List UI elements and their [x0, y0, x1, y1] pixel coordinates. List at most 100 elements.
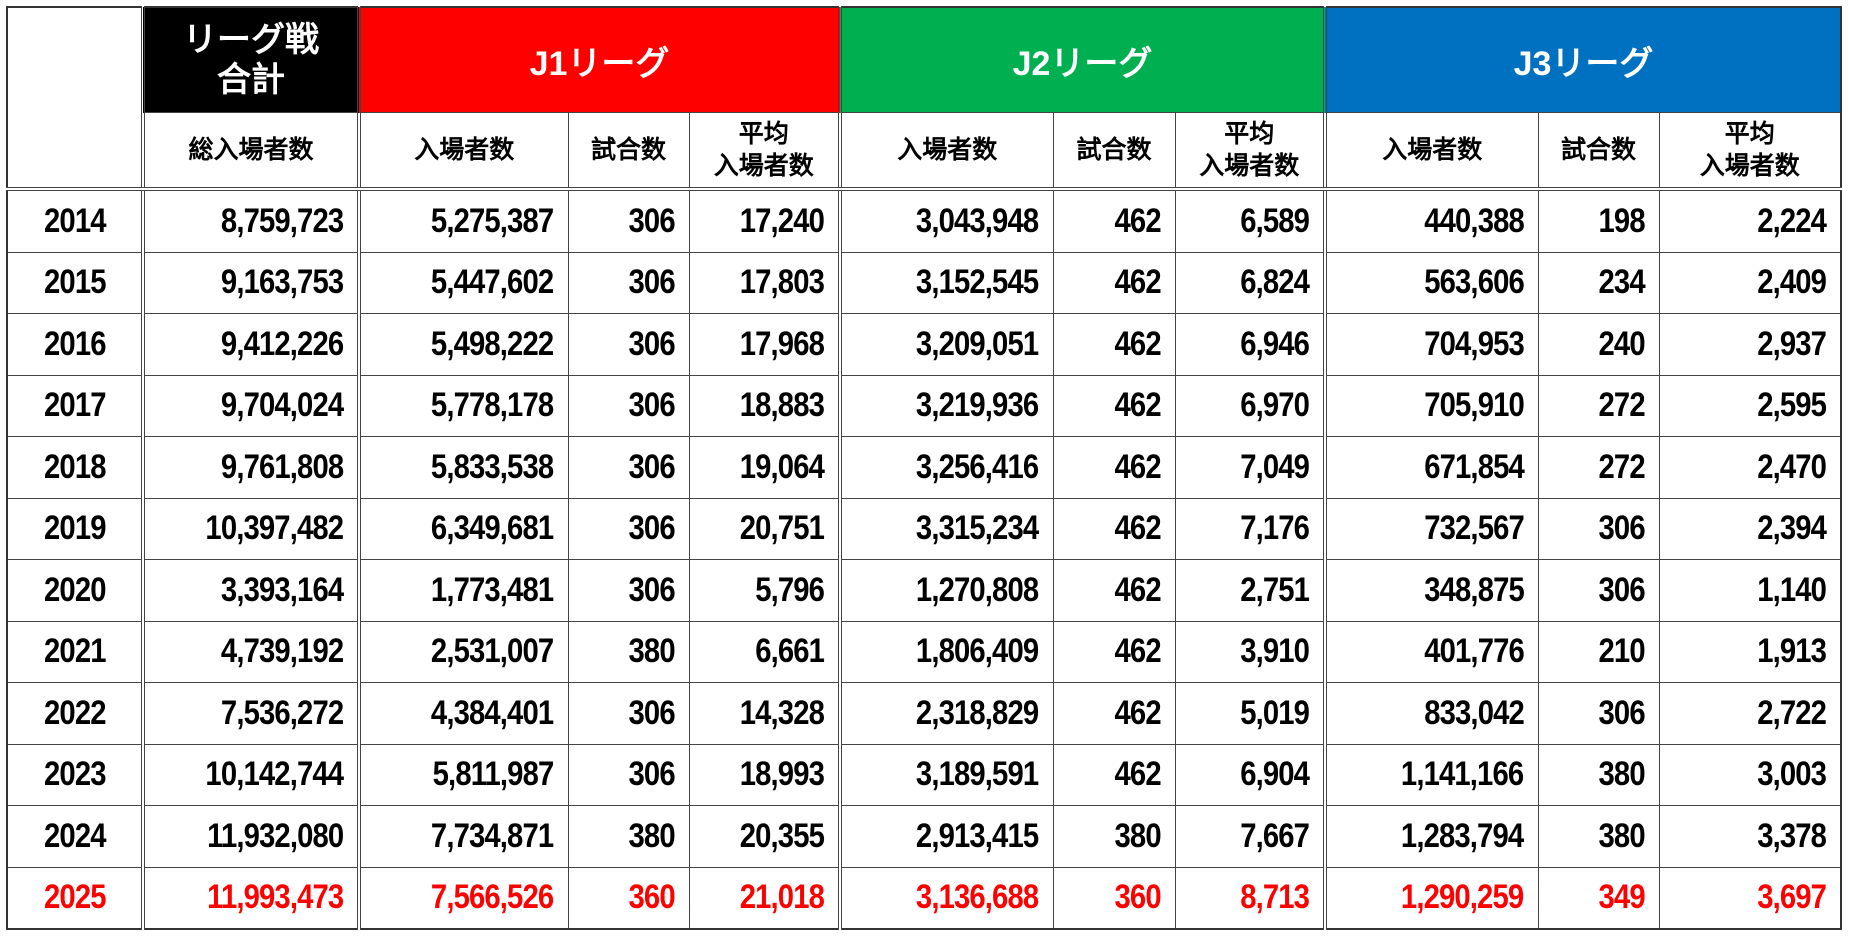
average-label-line2: 入場者数 — [1199, 152, 1300, 180]
j3-average-cell-value: 2,394 — [1757, 509, 1827, 548]
j2-matches-cell-value: 462 — [1114, 263, 1161, 302]
j1-matches-cell-value: 306 — [628, 509, 675, 548]
j3-average-cell-value: 3,378 — [1757, 816, 1827, 855]
j1-attendance-header: 入場者数 — [357, 112, 569, 191]
j3-attendance-cell: 671,854 — [1323, 436, 1539, 499]
j1-matches-cell-value: 306 — [628, 324, 675, 363]
j3-average-cell-value: 3,003 — [1757, 755, 1827, 794]
j1-attendance-cell-value: 4,384,401 — [431, 693, 554, 732]
total-attendance-cell-value: 8,759,723 — [220, 201, 344, 240]
j3-attendance-cell-value: 348,875 — [1423, 570, 1525, 609]
j2-matches-cell-value: 360 — [1114, 878, 1161, 917]
j2-average-cell: 2,751 — [1174, 559, 1326, 622]
j2-matches-cell: 462 — [1052, 620, 1176, 683]
j1-matches-cell-value: 306 — [628, 386, 675, 425]
year-cell-value: 2017 — [43, 386, 106, 425]
attendance-label: 入場者数 — [897, 136, 998, 164]
j3-attendance-cell: 833,042 — [1323, 682, 1539, 745]
j2-average-cell-value: 7,667 — [1240, 816, 1310, 855]
table-row: 2017 9,704,024 5,778,178 306 18,883 3,219,936… — [6, 374, 1842, 437]
j2-matches-cell: 462 — [1052, 682, 1176, 745]
j2-average-cell-value: 2,751 — [1240, 570, 1310, 609]
j3-matches-header: 試合数 — [1537, 112, 1660, 191]
j3-average-cell: 3,378 — [1658, 805, 1842, 868]
j1-matches-cell-value: 360 — [628, 878, 675, 917]
j2-matches-cell: 380 — [1052, 805, 1176, 868]
total-attendance-cell-value: 10,142,744 — [205, 755, 344, 794]
j3-average-cell-value: 2,937 — [1757, 324, 1827, 363]
year-cell: 2025 — [6, 866, 144, 930]
j3-matches-cell-value: 272 — [1598, 386, 1645, 425]
j2-matches-cell-value: 462 — [1114, 755, 1161, 794]
j3-attendance-header: 入場者数 — [1323, 112, 1539, 191]
j1-attendance-cell: 5,833,538 — [357, 436, 569, 499]
year-cell: 2017 — [6, 374, 144, 437]
j1-average-cell: 18,883 — [688, 374, 841, 437]
matches-label: 試合数 — [1560, 136, 1636, 164]
j1-matches-cell: 306 — [567, 313, 690, 376]
j2-matches-cell: 462 — [1052, 313, 1176, 376]
j3-average-cell-value: 3,697 — [1757, 878, 1827, 917]
j3-matches-cell-value: 306 — [1598, 509, 1645, 548]
j2-matches-cell: 462 — [1052, 436, 1176, 499]
j3-matches-cell: 306 — [1537, 497, 1660, 560]
j3-attendance-cell-value: 1,290,259 — [1401, 878, 1524, 917]
j1-matches-cell: 360 — [567, 866, 690, 930]
j1-attendance-cell-value: 5,275,387 — [431, 201, 554, 240]
j2-average-cell-value: 5,019 — [1240, 693, 1310, 732]
j1-attendance-cell: 4,384,401 — [357, 682, 569, 745]
attendance-label: 入場者数 — [1382, 136, 1483, 164]
j2-matches-cell-value: 462 — [1114, 386, 1161, 425]
j1-average-cell-value: 19,064 — [739, 447, 825, 486]
j1-average-cell: 19,064 — [688, 436, 841, 499]
j3-average-cell: 1,913 — [1658, 620, 1842, 683]
j3-matches-cell: 349 — [1537, 866, 1660, 930]
j3-average-cell-value: 1,140 — [1757, 570, 1827, 609]
j2-attendance-cell: 2,318,829 — [838, 682, 1054, 745]
j1-matches-cell-value: 306 — [628, 201, 675, 240]
j2-attendance-header: 入場者数 — [838, 112, 1054, 191]
j1-attendance-cell-value: 7,734,871 — [431, 816, 554, 855]
table-row: 2020 3,393,164 1,773,481 306 5,796 1,270,808 4… — [6, 559, 1842, 622]
total-attendance-cell-value: 9,412,226 — [220, 324, 344, 363]
j3-matches-cell: 272 — [1537, 436, 1660, 499]
j3-matches-cell: 380 — [1537, 743, 1660, 806]
j2-attendance-cell: 3,256,416 — [838, 436, 1054, 499]
year-cell-value: 2014 — [43, 201, 106, 240]
total-attendance-cell-value: 9,704,024 — [220, 386, 344, 425]
j2-matches-cell: 462 — [1052, 497, 1176, 560]
year-cell-value: 2024 — [43, 816, 106, 855]
j3-average-cell: 2,595 — [1658, 374, 1842, 437]
average-label-line1: 平均 — [1724, 120, 1775, 148]
j1-average-cell: 5,796 — [688, 559, 841, 622]
j2-attendance-cell-value: 3,209,051 — [916, 324, 1039, 363]
year-cell-value: 2015 — [43, 263, 106, 302]
j1-matches-cell-value: 306 — [628, 693, 675, 732]
j2-attendance-cell: 3,209,051 — [838, 313, 1054, 376]
j3-average-cell-value: 2,409 — [1757, 263, 1827, 302]
total-attendance-cell-value: 10,397,482 — [205, 509, 344, 548]
j1-average-cell: 17,240 — [688, 188, 841, 253]
j1-matches-cell: 306 — [567, 743, 690, 806]
j2-matches-cell: 462 — [1052, 251, 1176, 314]
year-cell-value: 2020 — [43, 570, 106, 609]
j2-matches-header: 試合数 — [1052, 112, 1176, 191]
j3-matches-cell-value: 234 — [1598, 263, 1645, 302]
j2-attendance-cell-value: 3,219,936 — [916, 386, 1039, 425]
table-row: 2025 11,993,473 7,566,526 360 21,018 3,136,68… — [6, 866, 1842, 930]
j1-average-cell-value: 17,240 — [739, 201, 825, 240]
year-cell-value: 2022 — [43, 693, 106, 732]
j1-attendance-cell-value: 6,349,681 — [431, 509, 554, 548]
j1-matches-cell-value: 380 — [628, 632, 675, 671]
j1-attendance-cell: 5,447,602 — [357, 251, 569, 314]
j1-matches-cell: 306 — [567, 374, 690, 437]
table-row: 2018 9,761,808 5,833,538 306 19,064 3,256,416… — [6, 436, 1842, 499]
total-header-line2: 合計 — [217, 61, 285, 99]
j1-attendance-cell: 6,349,681 — [357, 497, 569, 560]
j3-matches-cell-value: 210 — [1598, 632, 1645, 671]
table-row: 2023 10,142,744 5,811,987 306 18,993 3,189,59… — [6, 743, 1842, 806]
j3-average-cell-value: 1,913 — [1757, 632, 1827, 671]
j3-average-cell: 1,140 — [1658, 559, 1842, 622]
j2-average-cell: 6,824 — [1174, 251, 1326, 314]
year-cell: 2015 — [6, 251, 144, 314]
